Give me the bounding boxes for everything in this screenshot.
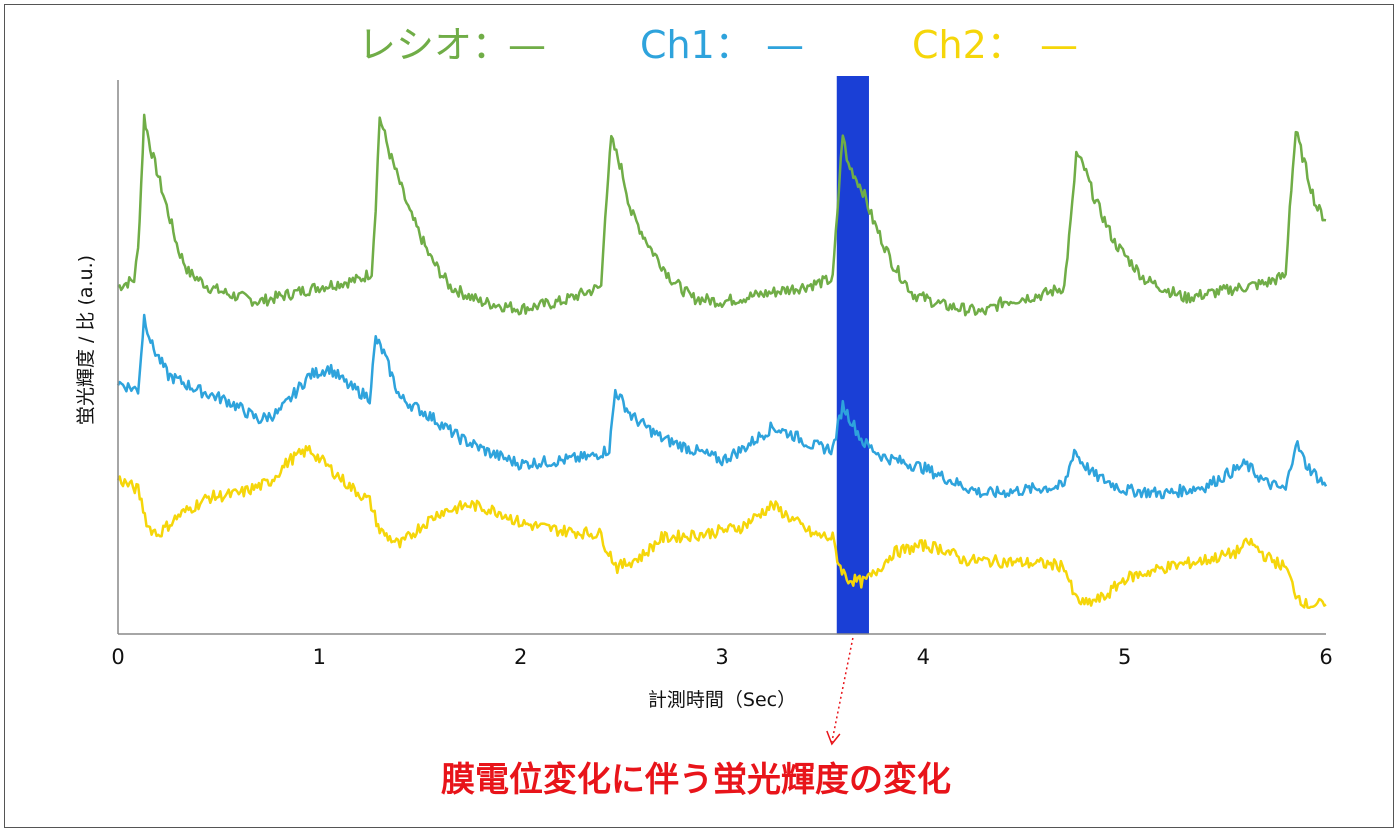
x-tick-label: 3	[715, 645, 728, 669]
x-tick-label: 4	[917, 645, 930, 669]
annotation-arrow	[831, 637, 854, 743]
legend-swatch-ch2: —	[1040, 23, 1078, 67]
x-tick-labels: 0 1 2 3 4 5 6	[111, 645, 1332, 669]
y-axis-title: 蛍光輝度 / 比 (a.u.)	[75, 255, 97, 425]
x-tick-label: 2	[514, 645, 527, 669]
series-line-1	[116, 313, 1328, 500]
x-tick-label: 0	[111, 645, 124, 669]
legend-label-ch2: Ch2：	[912, 23, 1025, 67]
annotation-text: 膜電位変化に伴う蛍光輝度の変化	[441, 760, 951, 800]
series-layer	[116, 113, 1328, 610]
annotation-arrowhead	[826, 730, 841, 746]
series-line-0	[117, 113, 1327, 317]
legend: レシオ： — Ch1： — Ch2： —	[358, 23, 1078, 67]
legend-label-ch1: Ch1：	[640, 23, 753, 67]
x-tick-label: 6	[1319, 645, 1332, 669]
x-tick-label: 1	[313, 645, 326, 669]
x-axis-title: 計測時間（Sec）	[648, 689, 796, 711]
chart-frame	[4, 4, 1394, 828]
legend-swatch-ratio: —	[508, 23, 546, 67]
legend-label-ratio: レシオ：	[358, 23, 510, 67]
series-line-2	[116, 444, 1327, 610]
legend-swatch-ch1: —	[766, 23, 804, 67]
x-tick-label: 5	[1118, 645, 1131, 669]
